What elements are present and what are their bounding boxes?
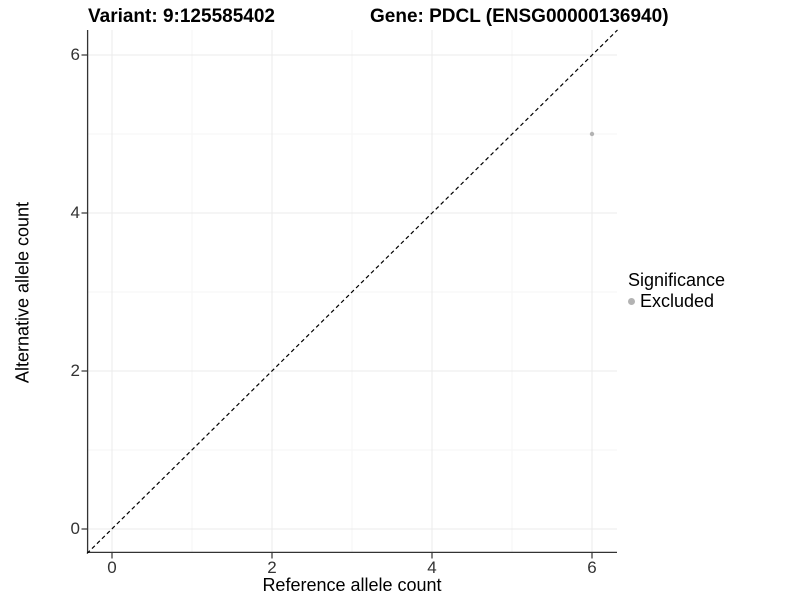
legend-title: Significance (628, 270, 726, 290)
data-point (589, 131, 595, 137)
y-tick-label: 0 (70, 519, 80, 538)
x-tick-label: 2 (267, 558, 277, 577)
x-axis-title: Reference allele count (262, 575, 442, 595)
y-tick-label: 4 (70, 203, 80, 222)
variant-title: Variant: 9:125585402 (88, 6, 275, 27)
x-tick-label: 4 (427, 558, 437, 577)
y-tick-label: 6 (70, 45, 80, 64)
gene-title: Gene: PDCL (ENSG00000136940) (370, 6, 669, 27)
excluded-point-icon (628, 298, 635, 305)
legend-item-label: Excluded (640, 291, 715, 311)
x-tick-label: 6 (587, 558, 597, 577)
legend-item-excluded: Excluded (628, 291, 725, 312)
y-axis-title: Alternative allele count (12, 201, 33, 384)
identity-dashed-line (86, 29, 618, 554)
y-tick-label: 2 (70, 361, 80, 380)
plot-area (81, 29, 618, 559)
x-tick-label: 0 (107, 558, 117, 577)
legend: Significance Excluded (628, 270, 725, 312)
